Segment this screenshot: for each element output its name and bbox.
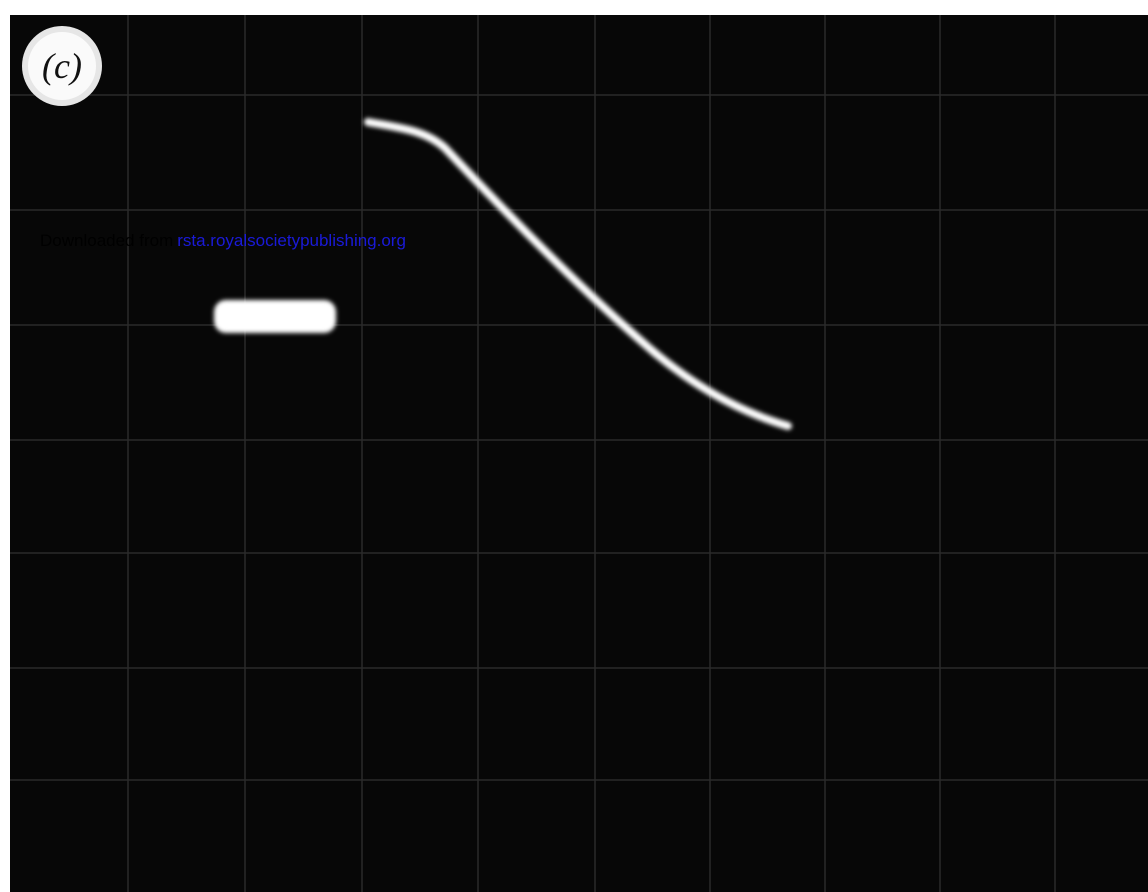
figure: (c) [0, 0, 1148, 892]
panel-label: (c) [42, 46, 82, 86]
watermark-prefix: Downloaded from [40, 231, 173, 250]
watermark-link[interactable]: rsta.royalsocietypublishing.org [177, 231, 406, 250]
photo-background [10, 15, 1148, 892]
trace-blob [214, 300, 336, 333]
page: (c) Downloaded fromrsta.royalsocietypubl… [0, 0, 1148, 892]
